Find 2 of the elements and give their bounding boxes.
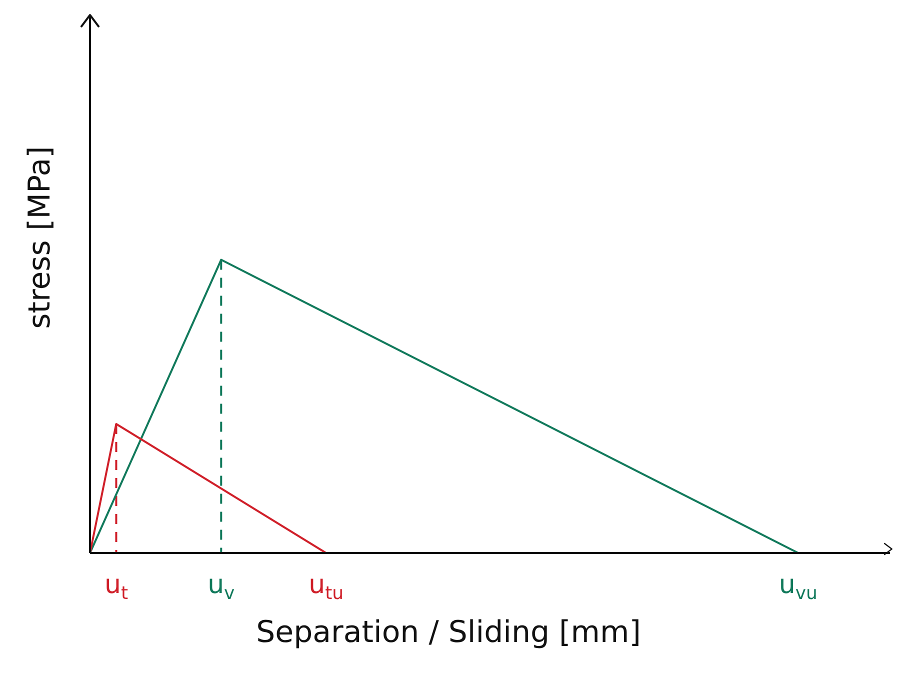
- x-axis-title: Separation / Sliding [mm]: [255, 615, 642, 650]
- y-axis-title: stress [MPa]: [22, 145, 58, 331]
